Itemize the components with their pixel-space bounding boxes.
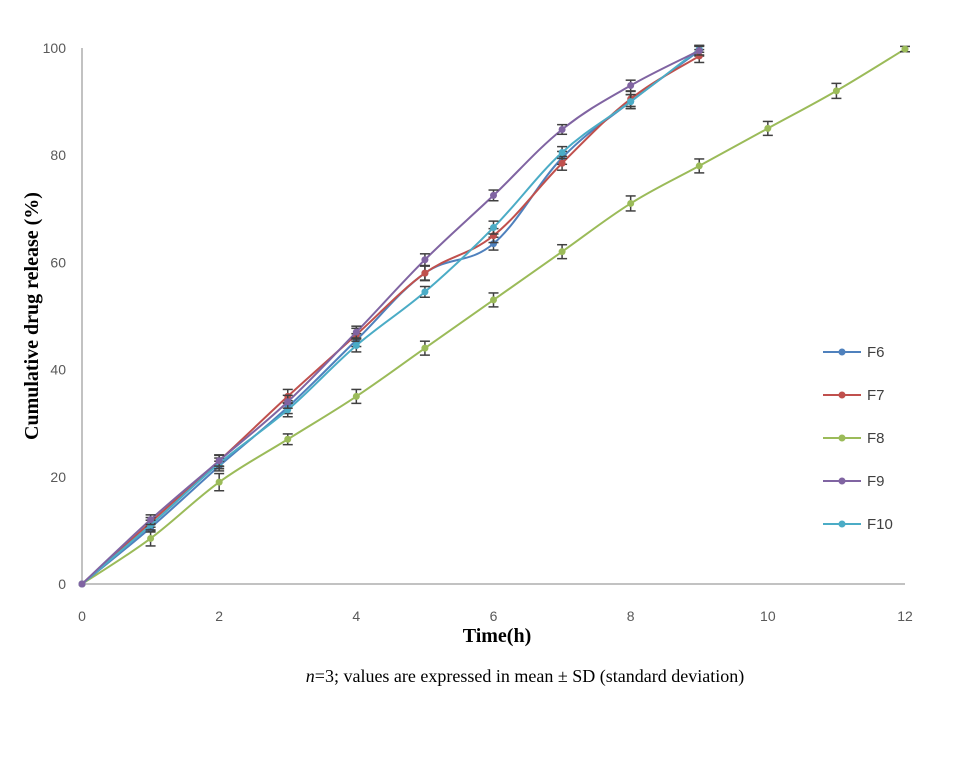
x-tick-label: 12 bbox=[897, 608, 913, 624]
legend-label: F7 bbox=[867, 387, 885, 404]
data-point bbox=[627, 82, 635, 90]
series-line bbox=[81, 48, 906, 585]
data-point bbox=[284, 398, 292, 406]
series-F8 bbox=[78, 45, 910, 588]
series-line bbox=[81, 48, 700, 585]
data-point bbox=[627, 199, 635, 207]
legend-marker bbox=[838, 520, 846, 528]
data-point bbox=[147, 534, 155, 542]
y-tick-label: 0 bbox=[58, 576, 66, 592]
x-tick-label: 2 bbox=[215, 608, 223, 624]
legend-marker bbox=[838, 477, 846, 485]
legend-item-F7: F7 bbox=[823, 387, 885, 404]
footnote-n: n bbox=[305, 666, 315, 686]
series-F10 bbox=[78, 45, 705, 588]
legend-item-F8: F8 bbox=[823, 430, 885, 447]
x-tick-label: 0 bbox=[78, 608, 86, 624]
data-point bbox=[558, 248, 566, 256]
data-point bbox=[147, 516, 155, 524]
axes: 0 20 40 60 80 100 0 2 4 6 8 10 12 bbox=[43, 40, 913, 624]
y-tick-label: 60 bbox=[50, 254, 66, 270]
data-point bbox=[421, 344, 429, 352]
data-point bbox=[558, 125, 566, 133]
data-point bbox=[695, 162, 703, 170]
legend: F6 F7 F8 F9 F10 bbox=[823, 344, 893, 533]
data-point bbox=[352, 341, 360, 349]
x-tick-label: 10 bbox=[760, 608, 776, 624]
legend-marker bbox=[838, 391, 846, 399]
data-point bbox=[215, 478, 223, 486]
series-line bbox=[81, 55, 700, 585]
data-point bbox=[490, 191, 497, 199]
data-point bbox=[832, 87, 840, 95]
data-point bbox=[764, 124, 772, 132]
legend-label: F10 bbox=[867, 516, 893, 533]
data-point bbox=[352, 328, 360, 336]
data-point bbox=[421, 288, 429, 296]
data-point bbox=[901, 45, 909, 53]
legend-item-F10: F10 bbox=[823, 516, 893, 533]
legend-item-F6: F6 bbox=[823, 344, 885, 361]
legend-marker bbox=[838, 434, 846, 442]
data-point bbox=[215, 457, 223, 465]
x-tick-label: 6 bbox=[490, 608, 498, 624]
x-tick-label: 8 bbox=[627, 608, 635, 624]
series-F9 bbox=[78, 45, 705, 588]
legend-item-F9: F9 bbox=[823, 473, 885, 490]
series-line bbox=[81, 49, 700, 585]
data-point bbox=[490, 224, 497, 232]
data-point bbox=[558, 149, 566, 157]
y-tick-label: 100 bbox=[43, 40, 67, 56]
x-axis-title: Time(h) bbox=[463, 625, 532, 647]
legend-label: F8 bbox=[867, 430, 885, 447]
footnote-text: =3; values are expressed in mean ± SD (s… bbox=[314, 666, 745, 686]
data-point bbox=[284, 435, 292, 443]
y-tick-label: 40 bbox=[50, 362, 66, 378]
data-point bbox=[490, 296, 497, 304]
y-axis-title: Cumulative drug release (%) bbox=[21, 192, 43, 440]
data-point bbox=[695, 47, 703, 55]
legend-marker bbox=[838, 348, 846, 356]
y-tick-label: 20 bbox=[50, 469, 66, 485]
data-point bbox=[352, 392, 360, 400]
data-point bbox=[627, 98, 635, 106]
legend-label: F9 bbox=[867, 473, 885, 490]
legend-label: F6 bbox=[867, 344, 885, 361]
series-layer bbox=[78, 44, 910, 588]
data-point bbox=[421, 269, 429, 277]
data-point bbox=[421, 256, 429, 264]
data-point bbox=[78, 580, 86, 588]
y-tick-label: 80 bbox=[50, 147, 66, 163]
footnote: n=3; values are expressed in mean ± SD (… bbox=[0, 666, 976, 687]
x-tick-label: 4 bbox=[352, 608, 360, 624]
data-point bbox=[558, 159, 566, 167]
